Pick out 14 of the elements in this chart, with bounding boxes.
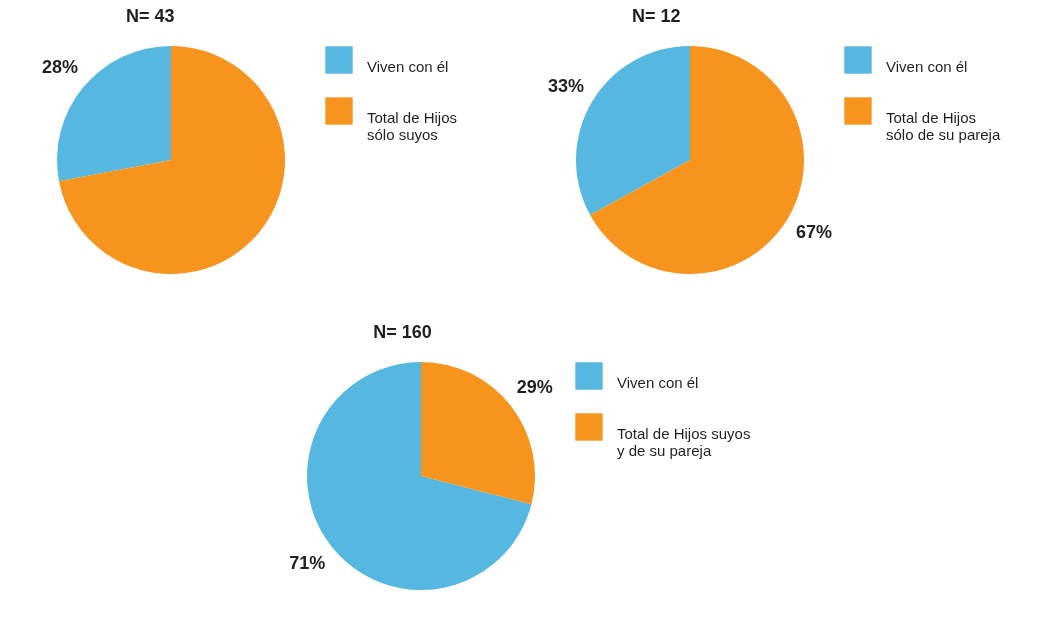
chart-title: N= 12 bbox=[632, 6, 681, 26]
data-label: 33% bbox=[548, 75, 585, 96]
legend-label: Total de Hijos sólo de su pareja bbox=[886, 109, 1001, 143]
data-label: 67% bbox=[795, 222, 832, 243]
legend-label: Viven con él bbox=[886, 58, 968, 75]
chart-title: N= 160 bbox=[373, 322, 432, 342]
legend-label: Viven con él bbox=[617, 374, 699, 391]
legend-label: Viven con él bbox=[367, 58, 449, 75]
legend-label: Total de Hijos suyos y de su pareja bbox=[617, 425, 751, 459]
data-label: 71% bbox=[289, 553, 326, 574]
data-label: 29% bbox=[516, 376, 553, 397]
data-label: 28% bbox=[42, 57, 79, 78]
legend-label: Total de Hijos sólo suyos bbox=[367, 109, 458, 143]
chart-title: N= 43 bbox=[126, 6, 175, 26]
